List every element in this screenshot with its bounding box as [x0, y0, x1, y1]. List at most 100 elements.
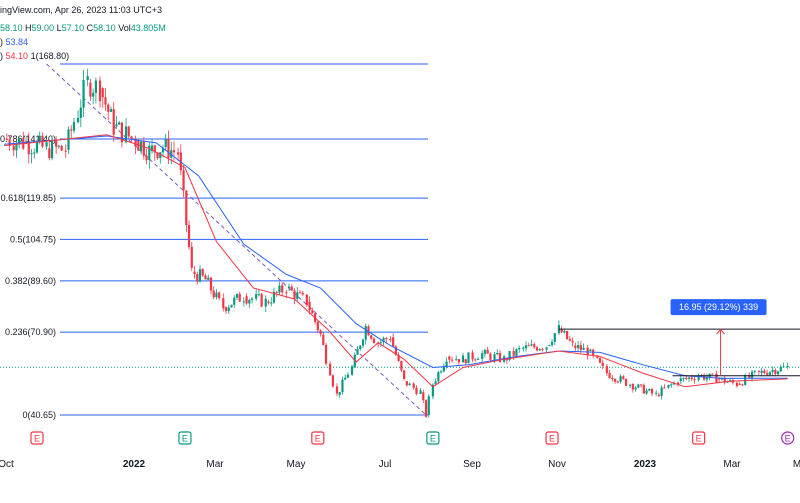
candle-body [574, 345, 577, 349]
candle-body [527, 345, 530, 347]
x-axis-tick-label: 2023 [634, 459, 657, 470]
candle-body [134, 138, 137, 147]
candle-body [403, 370, 406, 379]
candle-body [130, 136, 133, 139]
candle-body [779, 366, 782, 372]
candle-body [512, 351, 515, 356]
candle-body [350, 366, 354, 375]
candle-body [608, 372, 611, 379]
candle-body [118, 122, 121, 125]
candle-body [207, 277, 210, 280]
candle-body [566, 331, 569, 340]
ohlc-legend: 58.10 H59.00 L57.10 C58.10 Vol43.805M [0, 23, 166, 33]
candle-body [124, 126, 128, 143]
candle-body [372, 338, 376, 344]
candle-body [679, 378, 682, 382]
candle-body [179, 152, 182, 171]
candle-body [172, 150, 176, 153]
earnings-marker-letter: E [430, 434, 436, 444]
ohlc-high-label: H [25, 23, 32, 33]
candle-body [248, 299, 251, 304]
candle-body [744, 375, 747, 385]
fib-top-label: 1(168.80) [30, 51, 70, 61]
x-axis-tick-label: Nov [548, 459, 566, 470]
candle-body [344, 377, 347, 380]
candle-body [476, 358, 480, 360]
candle-body [687, 377, 691, 379]
candle-body [238, 293, 241, 302]
candle-body [204, 275, 207, 280]
earnings-marker [692, 431, 706, 445]
candle-body [660, 387, 663, 397]
earnings-marker-letter: E [315, 434, 321, 444]
candle-body [676, 382, 680, 385]
ma1-legend: ) 53.84 [0, 37, 28, 47]
ohlc-low-label: L [56, 23, 62, 33]
candle-body [376, 343, 380, 345]
x-axis-tick-label: M [793, 459, 800, 470]
candle-body [215, 292, 218, 298]
candle-body [611, 378, 614, 380]
candle-body [723, 377, 726, 383]
candle-body [293, 290, 296, 299]
x-axis-tick-label: Mar [206, 459, 224, 470]
candle-body [467, 352, 470, 364]
candle-body [161, 148, 165, 153]
candle-body [275, 291, 278, 293]
candle-body [757, 370, 761, 372]
candle-body [629, 384, 632, 386]
candle-body [518, 347, 521, 350]
candle-body [776, 371, 780, 375]
candle-body [768, 372, 771, 375]
fib-level-label-0.5: 0.5(104.75) [10, 234, 56, 244]
x-axis-tick-label: May [287, 459, 306, 470]
candle-body [107, 104, 110, 112]
candle-body [308, 301, 311, 311]
ma-blue-line [4, 135, 788, 379]
candle-body [663, 387, 666, 389]
candle-body [33, 152, 36, 154]
volume-value: 43.805M [130, 23, 166, 33]
candle-body [190, 246, 193, 268]
candle-body [356, 349, 359, 355]
candle-body [153, 145, 156, 153]
candle-body [60, 145, 63, 151]
candle-body [296, 292, 299, 299]
earnings-marker-letter: E [696, 434, 702, 444]
candle-body [753, 370, 756, 372]
candle-body [82, 80, 85, 108]
candle-body [142, 141, 145, 156]
candle-body [159, 152, 162, 159]
candle-body [450, 359, 454, 361]
earnings-marker [781, 431, 795, 445]
candle-body [167, 138, 170, 158]
candle-body [30, 153, 33, 155]
candle-body [45, 142, 48, 147]
candle-body [434, 381, 437, 384]
candle-body [400, 360, 403, 371]
candle-body [693, 379, 696, 381]
chart-source-line: ingView.com, Apr 26, 2023 11:03 UTC+3 [0, 5, 163, 15]
candle-body [571, 340, 574, 343]
candle-body [287, 286, 291, 289]
candle-body [305, 294, 308, 306]
ohlc-high: 59.00 [31, 23, 55, 33]
candle-body [193, 271, 196, 275]
candle-body [272, 291, 276, 303]
x-axis-tick-label: 2022 [123, 459, 146, 470]
candle-body [346, 374, 350, 378]
candle-body [230, 304, 233, 308]
candle-body [27, 141, 30, 155]
candle-body [285, 292, 288, 294]
candle-body [655, 392, 658, 394]
candle-body [455, 359, 458, 361]
candle-body [264, 298, 267, 307]
candle-body [316, 321, 319, 331]
candle-body [685, 377, 688, 379]
earnings-marker [545, 431, 559, 445]
candle-body [364, 326, 367, 340]
x-axis-tick-label: Sep [463, 459, 481, 470]
candle-body [370, 335, 373, 339]
candle-body [70, 129, 73, 131]
